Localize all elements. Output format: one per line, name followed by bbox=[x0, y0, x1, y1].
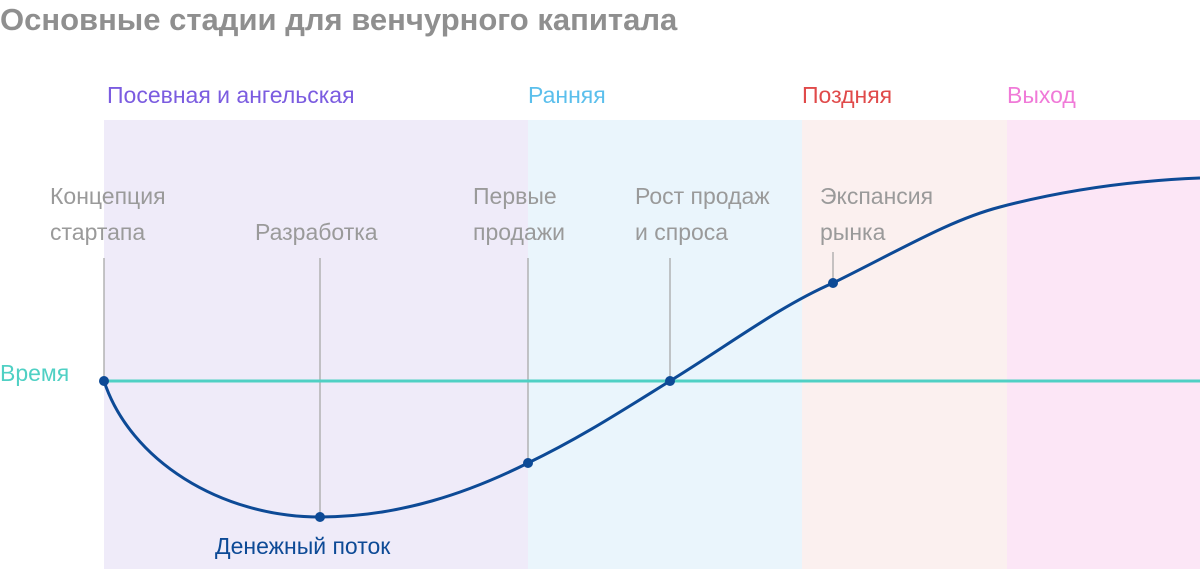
stage-label: Выход bbox=[1007, 82, 1076, 108]
milestone-dot bbox=[315, 512, 325, 522]
stage-band bbox=[528, 120, 802, 569]
milestone-dot bbox=[99, 376, 109, 386]
milestone-label: продажи bbox=[473, 219, 565, 245]
milestone-label: и спроса bbox=[635, 219, 728, 245]
axis-label: Время bbox=[0, 360, 69, 386]
stage-band bbox=[802, 120, 1007, 569]
milestone-label: Концепция bbox=[50, 183, 166, 209]
milestone-label: стартапа bbox=[50, 219, 145, 245]
milestone-label: Экспансия bbox=[820, 183, 933, 209]
stage-label: Ранняя bbox=[528, 82, 606, 108]
curve-label: Денежный поток bbox=[215, 533, 391, 559]
title: Основные стадии для венчурного капитала bbox=[0, 2, 678, 37]
stage-label: Посевная и ангельская bbox=[107, 82, 355, 108]
milestone-label: Рост продаж bbox=[635, 183, 770, 209]
stage-band bbox=[1007, 120, 1200, 569]
cash-flow-curve bbox=[102, 176, 1200, 519]
milestone-label: рынка bbox=[820, 219, 886, 245]
milestone-dot bbox=[828, 278, 838, 288]
milestone-dot bbox=[665, 376, 675, 386]
milestone-dot bbox=[523, 458, 533, 468]
milestone-label: Разработка bbox=[255, 219, 378, 245]
milestone-label: Первые bbox=[473, 183, 557, 209]
stage-band bbox=[104, 120, 528, 569]
stage-label: Поздняя bbox=[802, 82, 892, 108]
